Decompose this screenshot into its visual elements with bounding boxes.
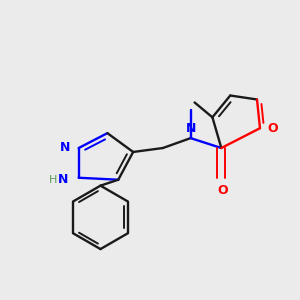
Text: O: O [217,184,228,197]
Text: H: H [49,175,57,185]
Text: N: N [58,173,68,186]
Text: N: N [185,122,196,135]
Text: N: N [60,140,70,154]
Text: O: O [268,122,278,135]
